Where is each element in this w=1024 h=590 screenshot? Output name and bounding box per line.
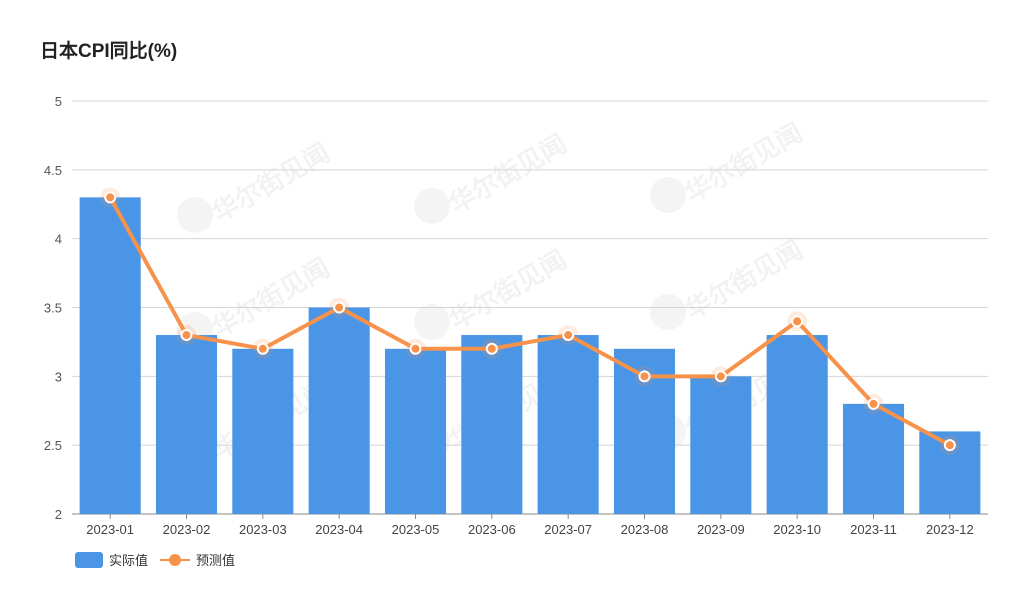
bar-actual[interactable] bbox=[79, 197, 141, 514]
legend-swatch-actual bbox=[75, 551, 103, 568]
x-tick-label: 2023-05 bbox=[392, 522, 440, 537]
y-tick-label: 3 bbox=[55, 369, 62, 384]
legend-item-forecast[interactable]: 预测值 bbox=[160, 550, 235, 569]
y-tick-label: 2.5 bbox=[44, 438, 62, 453]
watermark-text: 华尔街见闻 bbox=[680, 117, 808, 209]
x-tick-label: 2023-12 bbox=[926, 522, 974, 537]
y-tick-label: 3.5 bbox=[44, 301, 62, 316]
bar-actual[interactable] bbox=[232, 348, 294, 514]
x-tick-label: 2023-02 bbox=[163, 522, 211, 537]
forecast-point[interactable] bbox=[638, 370, 651, 383]
forecast-point[interactable] bbox=[485, 342, 498, 355]
watermark-text: 华尔街见闻 bbox=[444, 244, 572, 336]
bar-actual[interactable] bbox=[690, 376, 752, 514]
watermark-logo-icon bbox=[650, 294, 686, 330]
forecast-point[interactable] bbox=[791, 315, 804, 328]
x-tick-label: 2023-07 bbox=[544, 522, 592, 537]
watermark-logo-icon bbox=[650, 177, 686, 213]
watermark-text: 华尔街见闻 bbox=[207, 137, 335, 229]
y-tick-label: 2 bbox=[55, 507, 62, 522]
bar-actual[interactable] bbox=[842, 403, 905, 514]
bar-actual[interactable] bbox=[308, 307, 370, 515]
watermark-logo-icon bbox=[177, 197, 213, 233]
legend-label-actual: 实际值 bbox=[109, 553, 149, 568]
watermark-text: 华尔街见闻 bbox=[444, 128, 572, 220]
x-tick-label: 2023-10 bbox=[773, 522, 821, 537]
y-tick-label: 4 bbox=[55, 232, 62, 247]
bar-actual[interactable] bbox=[461, 335, 523, 514]
x-tick-label: 2023-06 bbox=[468, 522, 516, 537]
forecast-point[interactable] bbox=[943, 439, 956, 452]
legend-item-actual[interactable]: 实际值 bbox=[75, 550, 148, 569]
chart-legend: 实际值 预测值 bbox=[75, 550, 247, 569]
bar-actual[interactable] bbox=[766, 335, 828, 514]
x-tick-label: 2023-09 bbox=[697, 522, 745, 537]
chart-title: 日本CPI同比(%) bbox=[40, 41, 178, 62]
x-tick-label: 2023-04 bbox=[315, 522, 363, 537]
x-tick-label: 2023-11 bbox=[850, 522, 897, 537]
forecast-point[interactable] bbox=[104, 191, 117, 204]
x-tick-label: 2023-01 bbox=[86, 522, 134, 537]
x-tick-label: 2023-08 bbox=[621, 522, 669, 537]
forecast-point[interactable] bbox=[333, 301, 346, 314]
watermark-logo-icon bbox=[414, 304, 450, 340]
y-tick-label: 5 bbox=[55, 94, 62, 109]
x-tick-label: 2023-03 bbox=[239, 522, 287, 537]
bar-actual[interactable] bbox=[155, 335, 218, 514]
forecast-point[interactable] bbox=[180, 329, 193, 342]
y-tick-label: 4.5 bbox=[44, 163, 62, 178]
watermark-logo-icon bbox=[414, 188, 450, 224]
forecast-point[interactable] bbox=[256, 342, 269, 355]
forecast-point[interactable] bbox=[714, 370, 727, 383]
legend-label-forecast: 预测值 bbox=[196, 553, 236, 568]
legend-swatch-forecast bbox=[160, 552, 191, 568]
forecast-point[interactable] bbox=[867, 397, 880, 410]
watermark-text: 华尔街见闻 bbox=[680, 234, 808, 326]
bar-actual[interactable] bbox=[384, 348, 447, 514]
forecast-line bbox=[108, 195, 952, 448]
forecast-point[interactable] bbox=[562, 329, 575, 342]
bar-actual[interactable] bbox=[537, 335, 599, 514]
forecast-point[interactable] bbox=[409, 342, 422, 355]
